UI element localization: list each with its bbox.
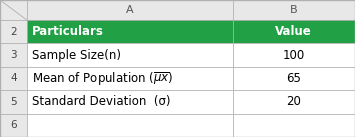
Text: 100: 100 [283, 48, 305, 62]
Bar [0, 20, 27, 43]
Text: 4: 4 [10, 73, 17, 83]
Bar [233, 0, 355, 20]
Bar [233, 90, 355, 114]
Bar [233, 20, 355, 43]
Bar [27, 20, 233, 43]
Text: 3: 3 [10, 50, 17, 60]
Text: 20: 20 [286, 95, 301, 108]
Bar [233, 114, 355, 137]
Bar [27, 67, 233, 90]
Bar [0, 90, 27, 114]
Text: 5: 5 [10, 97, 17, 107]
Text: 65: 65 [286, 72, 301, 85]
Text: Mean of Population ($\overline{\mu x}$): Mean of Population ($\overline{\mu x}$) [32, 70, 173, 87]
Bar [233, 67, 355, 90]
Bar [0, 43, 27, 67]
Text: B: B [290, 5, 297, 15]
Bar [0, 67, 27, 90]
Text: Value: Value [275, 25, 312, 38]
Bar [27, 114, 233, 137]
Text: Sample Size(n): Sample Size(n) [32, 48, 121, 62]
Bar [0, 0, 27, 20]
Text: Standard Deviation  (σ): Standard Deviation (σ) [32, 95, 170, 108]
Bar [0, 114, 27, 137]
Bar [27, 0, 233, 20]
Text: A: A [126, 5, 133, 15]
Bar [27, 90, 233, 114]
Text: 2: 2 [10, 27, 17, 37]
Bar [233, 43, 355, 67]
Text: 6: 6 [10, 120, 17, 130]
Bar [27, 43, 233, 67]
Text: Particulars: Particulars [32, 25, 104, 38]
